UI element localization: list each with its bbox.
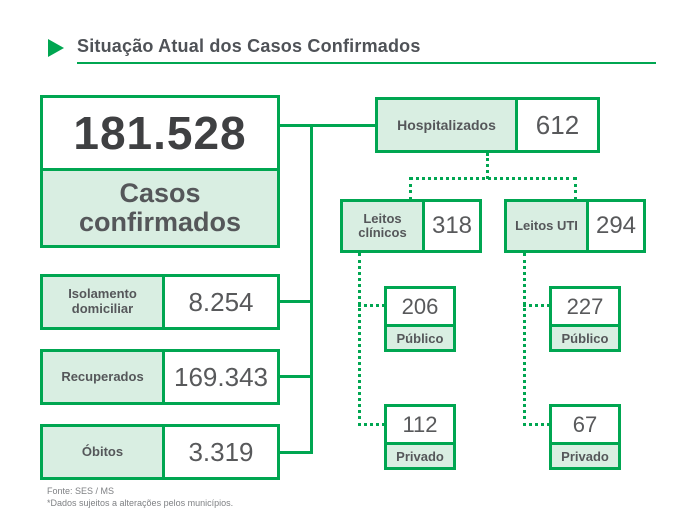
stat-obitos: Óbitos 3.319 xyxy=(40,424,280,480)
stat-hospitalizados: Hospitalizados 612 xyxy=(375,97,600,153)
breakdown-label: Privado xyxy=(387,442,453,467)
confirmed-cases-label: Casos confirmados xyxy=(43,168,277,245)
connector-to-leitos-clinicos xyxy=(409,177,412,200)
stat-value: 294 xyxy=(595,212,637,239)
page-title: Situação Atual dos Casos Confirmados xyxy=(77,36,421,56)
connector-stub-clinicos-privado xyxy=(358,423,385,426)
breakdown-uti-privado: 67 Privado xyxy=(549,404,621,470)
stat-leitos-uti: Leitos UTI 294 xyxy=(504,199,646,253)
breakdown-clinicos-publico: 206 Público xyxy=(384,286,456,352)
connector-left-trunk xyxy=(310,124,313,454)
breakdown-uti-publico: 227 Público xyxy=(549,286,621,352)
breakdown-value: 112 xyxy=(402,411,438,437)
stat-value: 318 xyxy=(431,212,473,239)
stat-leitos-clinicos: Leitos clínicos 318 xyxy=(340,199,482,253)
connector-to-leitos-uti xyxy=(574,177,577,200)
stat-value: 3.319 xyxy=(188,436,254,467)
stat-label: Recuperados xyxy=(43,352,165,402)
stat-label: Hospitalizados xyxy=(378,100,518,150)
stat-label: Isolamento domiciliar xyxy=(43,277,165,327)
breakdown-label: Público xyxy=(552,324,618,349)
connector-beds-horizontal xyxy=(409,177,577,180)
breakdown-value: 227 xyxy=(566,293,604,319)
connector-stub-clinicos-publico xyxy=(358,304,385,307)
connector-clinicos-trunk xyxy=(358,253,361,426)
stat-value: 8.254 xyxy=(188,286,254,317)
stat-label: Óbitos xyxy=(43,427,165,477)
stat-label: Leitos clínicos xyxy=(343,202,425,250)
confirmed-cases-value: 181.528 xyxy=(73,107,247,159)
footer-note: *Dados sujeitos a alterações pelos munic… xyxy=(47,498,234,508)
confirmed-cases-card: 181.528 Casos confirmados xyxy=(40,95,280,248)
breakdown-clinicos-privado: 112 Privado xyxy=(384,404,456,470)
connector-stub-uti-privado xyxy=(523,423,550,426)
breakdown-label: Público xyxy=(387,324,453,349)
connector-stub-obitos xyxy=(280,451,313,454)
stat-recuperados: Recuperados 169.343 xyxy=(40,349,280,405)
connector-stub-recuperados xyxy=(280,375,313,378)
title-arrow-icon xyxy=(48,39,64,57)
stat-value: 169.343 xyxy=(174,361,268,392)
stat-isolamento-domiciliar: Isolamento domiciliar 8.254 xyxy=(40,274,280,330)
connector-stub-uti-publico xyxy=(523,304,550,307)
title-underline xyxy=(77,62,656,64)
footer-source: Fonte: SES / MS xyxy=(47,486,115,496)
connector-uti-trunk xyxy=(523,253,526,426)
stat-label: Leitos UTI xyxy=(507,202,589,250)
stat-value: 612 xyxy=(535,109,580,140)
breakdown-label: Privado xyxy=(552,442,618,467)
connector-hospitalized-down xyxy=(486,153,489,179)
breakdown-value: 206 xyxy=(401,293,439,319)
connector-summary-to-hospitalized xyxy=(280,124,375,127)
breakdown-value: 67 xyxy=(572,411,598,437)
connector-stub-isolamento xyxy=(280,300,313,303)
